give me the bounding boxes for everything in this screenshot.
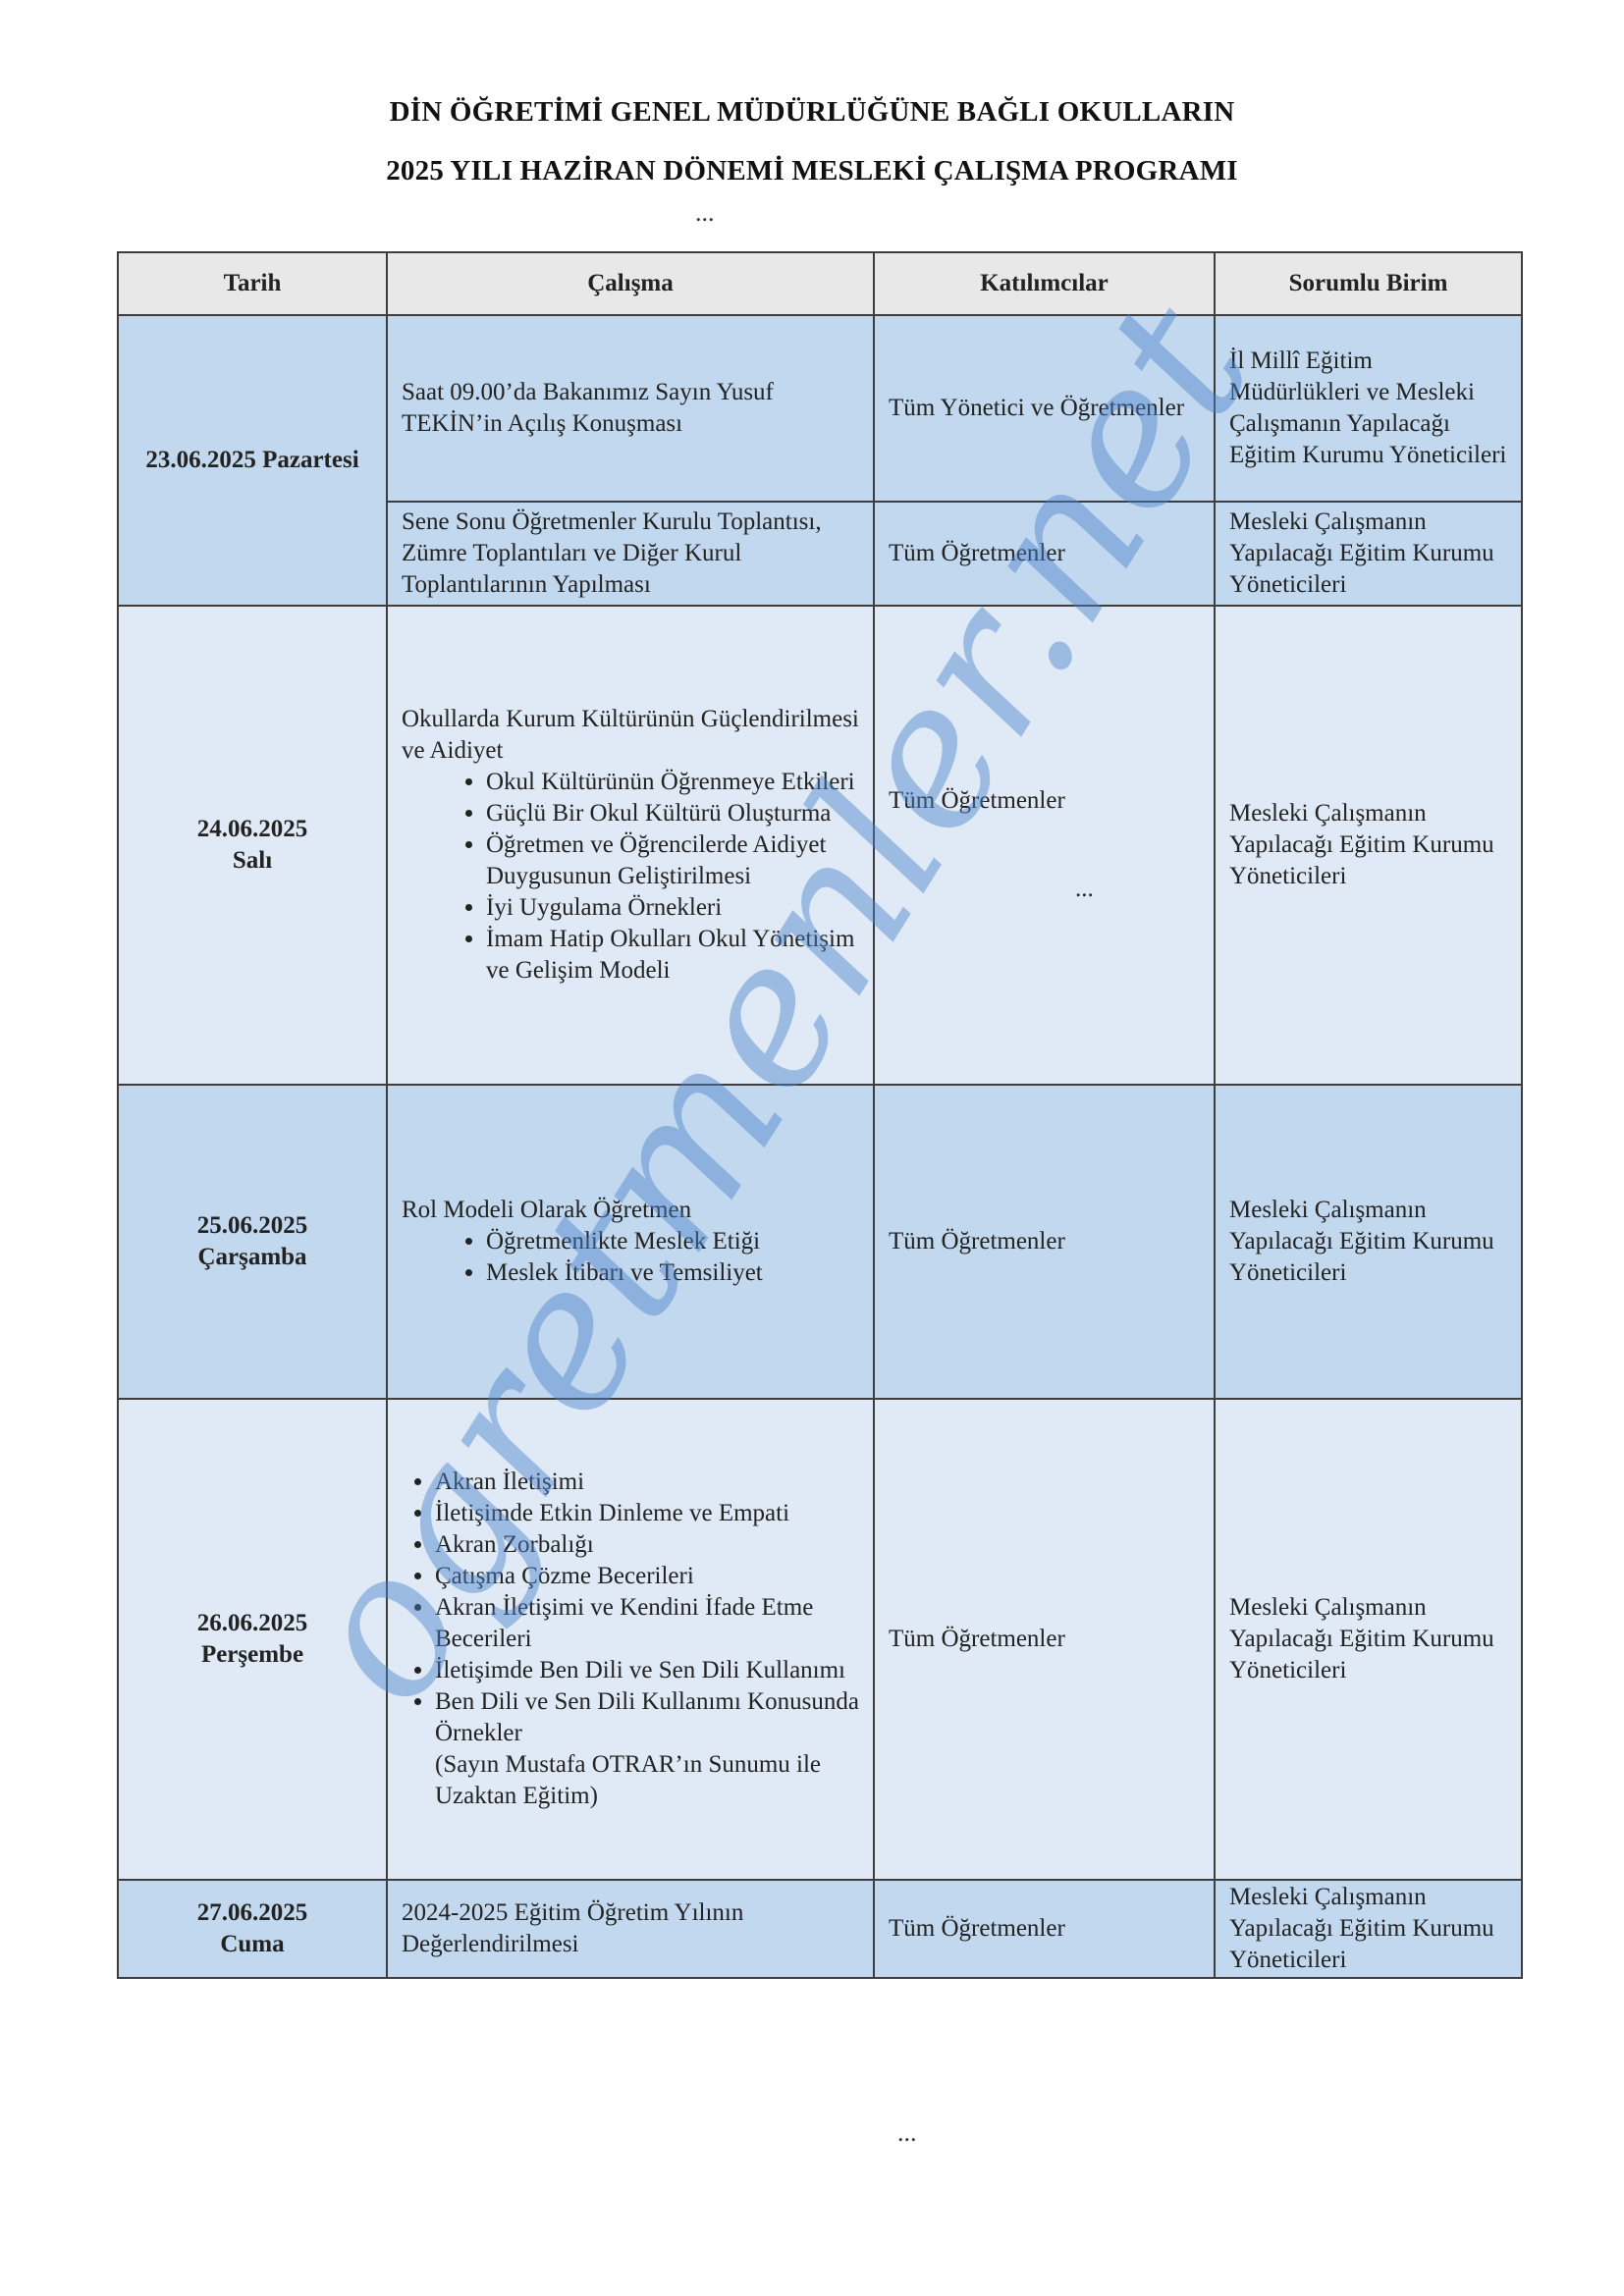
list-item: Akran İletişimi ve Kendini İfade Etme Be… [435, 1592, 859, 1655]
calisma-cell: Sene Sonu Öğretmenler Kurulu Toplantısı,… [386, 501, 875, 607]
list-item: İletişimde Etkin Dinleme ve Empati [435, 1498, 859, 1529]
list-item: İletişimde Ben Dili ve Sen Dili Kullanım… [435, 1655, 859, 1686]
remote-session-note: (Sayın Mustafa OTRAR’ın Sunumu ile Uzakt… [435, 1751, 822, 1809]
table-row: Sene Sonu Öğretmenler Kurulu Toplantısı,… [118, 501, 1523, 607]
katilimcilar-cell: Tüm Öğretmenler ... [873, 605, 1216, 1086]
header-tarih: Tarih [117, 251, 388, 316]
list-item: İmam Hatip Okulları Okul Yönetişim ve Ge… [486, 924, 859, 987]
calisma-title: Rol Modeli Olarak Öğretmen [402, 1197, 692, 1223]
list-item: Öğretmenlikte Meslek Etiği [486, 1226, 859, 1257]
list-item: Okul Kültürünün Öğrenmeye Etkileri [486, 767, 859, 798]
calisma-cell: Okullarda Kurum Kültürünün Güçlendirilme… [386, 605, 875, 1086]
katilimcilar-cell: Tüm Öğretmenler [873, 1398, 1216, 1881]
date-cell: 25.06.2025 Çarşamba [117, 1084, 388, 1400]
date-cell: 27.06.2025 Cuma [117, 1879, 388, 1979]
date-text: 24.06.2025 [196, 816, 308, 842]
table-row: 25.06.2025 Çarşamba Rol Modeli Olarak Öğ… [117, 1084, 1523, 1400]
list-item: Çatışma Çözme Becerileri [435, 1561, 859, 1592]
date-text: 26.06.2025 [196, 1610, 308, 1636]
ellipsis-top: ... [695, 198, 715, 227]
calisma-cell: Rol Modeli Olarak Öğretmen Öğretmenlikte… [386, 1084, 875, 1400]
calisma-title: Okullarda Kurum Kültürünün Güçlendirilme… [402, 706, 859, 764]
table-row: 23.06.2025 Pazartesi Saat 09.00’da Bakan… [117, 314, 1523, 607]
katilimcilar-text: Tüm Öğretmenler [889, 787, 1065, 814]
sorumlu-cell: Mesleki Çalışmanın Yapılacağı Eğitim Kur… [1214, 1398, 1523, 1881]
program-table: Tarih Çalışma Katılımcılar Sorumlu Birim… [117, 251, 1523, 1979]
table-row: 26.06.2025 Perşembe Akran İletişimi İlet… [117, 1398, 1523, 1881]
sorumlu-cell: Mesleki Çalışmanın Yapılacağı Eğitim Kur… [1214, 605, 1523, 1086]
ellipsis-bottom: ... [897, 2118, 917, 2147]
list-item: Akran İletişimi [435, 1467, 859, 1498]
list-item: Akran Zorbalığı [435, 1529, 859, 1561]
document-title-line-1: DİN ÖĞRETİMİ GENEL MÜDÜRLÜĞÜNE BAĞLI OKU… [389, 96, 1235, 128]
date-cell: 23.06.2025 Pazartesi [117, 314, 388, 607]
katilimcilar-cell: Tüm Öğretmenler [873, 1879, 1216, 1979]
header-calisma: Çalışma [386, 251, 875, 316]
list-item: Meslek İtibarı ve Temsiliyet [486, 1257, 859, 1289]
calisma-cell: Akran İletişimi İletişimde Etkin Dinleme… [386, 1398, 875, 1881]
topic-list: Akran İletişimi İletişimde Etkin Dinleme… [392, 1467, 859, 1749]
sorumlu-cell: Mesleki Çalışmanın Yapılacağı Eğitim Kur… [1214, 501, 1523, 607]
table-row: 27.06.2025 Cuma 2024-2025 Eğitim Öğretim… [117, 1879, 1523, 1979]
date-cell: 24.06.2025 Salı [117, 605, 388, 1086]
ellipsis-cell: ... [1075, 876, 1094, 902]
table-header-row: Tarih Çalışma Katılımcılar Sorumlu Birim [117, 251, 1523, 316]
date-text: 25.06.2025 [196, 1212, 308, 1239]
calisma-cell: Saat 09.00’da Bakanımız Sayın Yusuf TEKİ… [386, 314, 875, 503]
table-row: 24.06.2025 Salı Okullarda Kurum Kültürün… [117, 605, 1523, 1086]
list-item: Öğretmen ve Öğrencilerde Aidiyet Duygusu… [486, 829, 859, 892]
day-text: Salı [232, 847, 273, 874]
day-text: Perşembe [200, 1641, 304, 1668]
day-text: Çarşamba [197, 1244, 307, 1270]
date-text: 27.06.2025 [196, 1899, 308, 1926]
list-item: Güçlü Bir Okul Kültürü Oluşturma [486, 798, 859, 829]
date-cell: 26.06.2025 Perşembe [117, 1398, 388, 1881]
katilimcilar-cell: Tüm Öğretmenler [873, 1084, 1216, 1400]
day-text: Cuma [220, 1931, 285, 1957]
katilimcilar-cell: Tüm Yönetici ve Öğretmenler [873, 314, 1216, 503]
topic-list: Öğretmenlikte Meslek Etiği Meslek İtibar… [402, 1226, 859, 1289]
sorumlu-cell: İl Millî Eğitim Müdürlükleri ve Mesleki … [1214, 314, 1523, 503]
sorumlu-cell: Mesleki Çalışmanın Yapılacağı Eğitim Kur… [1214, 1879, 1523, 1979]
sorumlu-cell: Mesleki Çalışmanın Yapılacağı Eğitim Kur… [1214, 1084, 1523, 1400]
header-sorumlu-birim: Sorumlu Birim [1214, 251, 1523, 316]
katilimcilar-cell: Tüm Öğretmenler [873, 501, 1216, 607]
calisma-cell: 2024-2025 Eğitim Öğretim Yılının Değerle… [386, 1879, 875, 1979]
document-title-line-2: 2025 YILI HAZİRAN DÖNEMİ MESLEKİ ÇALIŞMA… [386, 155, 1238, 187]
header-katilimcilar: Katılımcılar [873, 251, 1216, 316]
list-item: Ben Dili ve Sen Dili Kullanımı Konusunda… [435, 1686, 859, 1749]
topic-list: Okul Kültürünün Öğrenmeye Etkileri Güçlü… [402, 767, 859, 987]
list-item: İyi Uygulama Örnekleri [486, 892, 859, 924]
